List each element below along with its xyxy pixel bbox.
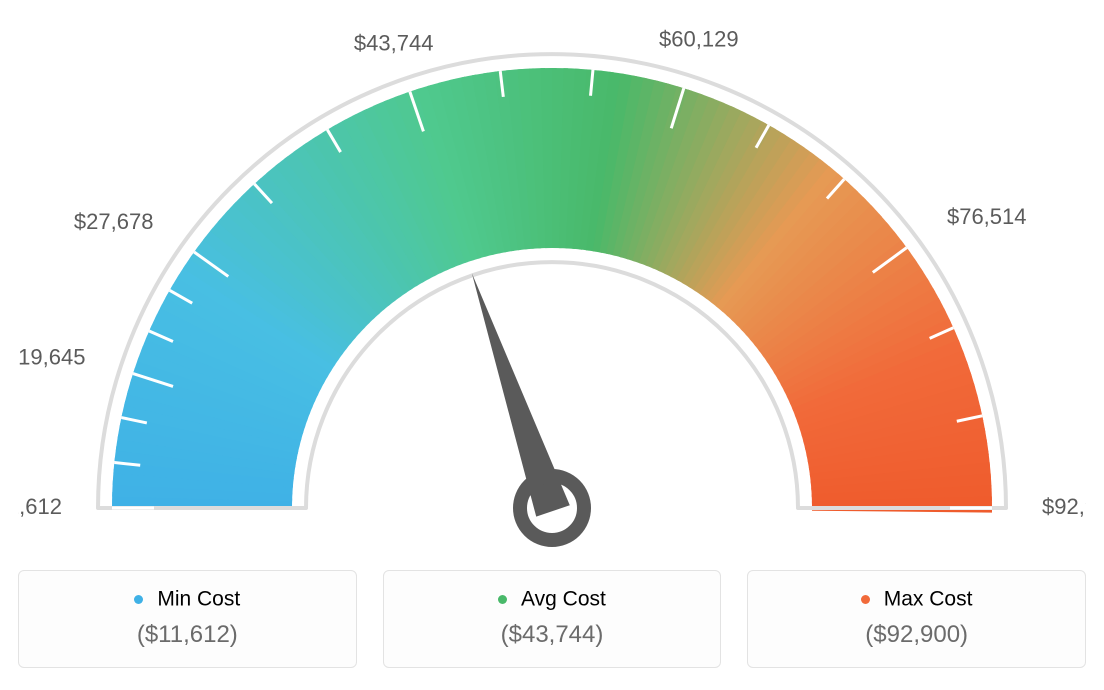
legend-avg-label: Avg Cost (521, 587, 606, 610)
legend-row: Min Cost ($11,612) Avg Cost ($43,744) Ma… (18, 570, 1086, 668)
tick-label: $76,514 (947, 204, 1027, 229)
tick-label: $60,129 (659, 27, 739, 52)
legend-max-label: Max Cost (884, 587, 973, 610)
tick-label: $43,744 (354, 30, 434, 55)
cost-gauge: $11,612 $19,645 $27,678 $43,744 $60,129 $76,5… (18, 18, 1086, 548)
tick-label: $19,645 (18, 344, 85, 369)
gauge-arc (112, 68, 992, 513)
dot-icon (134, 595, 143, 604)
tick-label: $92,900 (1042, 494, 1086, 519)
legend-card-min: Min Cost ($11,612) (18, 570, 357, 668)
tick-label: $27,678 (74, 209, 154, 234)
legend-max-value: ($92,900) (758, 621, 1075, 649)
legend-min-value: ($11,612) (29, 621, 346, 649)
dot-icon (498, 595, 507, 604)
dot-icon (861, 595, 870, 604)
legend-avg-value: ($43,744) (394, 621, 711, 649)
legend-card-max: Max Cost ($92,900) (747, 570, 1086, 668)
legend-card-avg: Avg Cost ($43,744) (383, 570, 722, 668)
tick-label: $11,612 (18, 494, 62, 519)
legend-min-label: Min Cost (157, 587, 240, 610)
